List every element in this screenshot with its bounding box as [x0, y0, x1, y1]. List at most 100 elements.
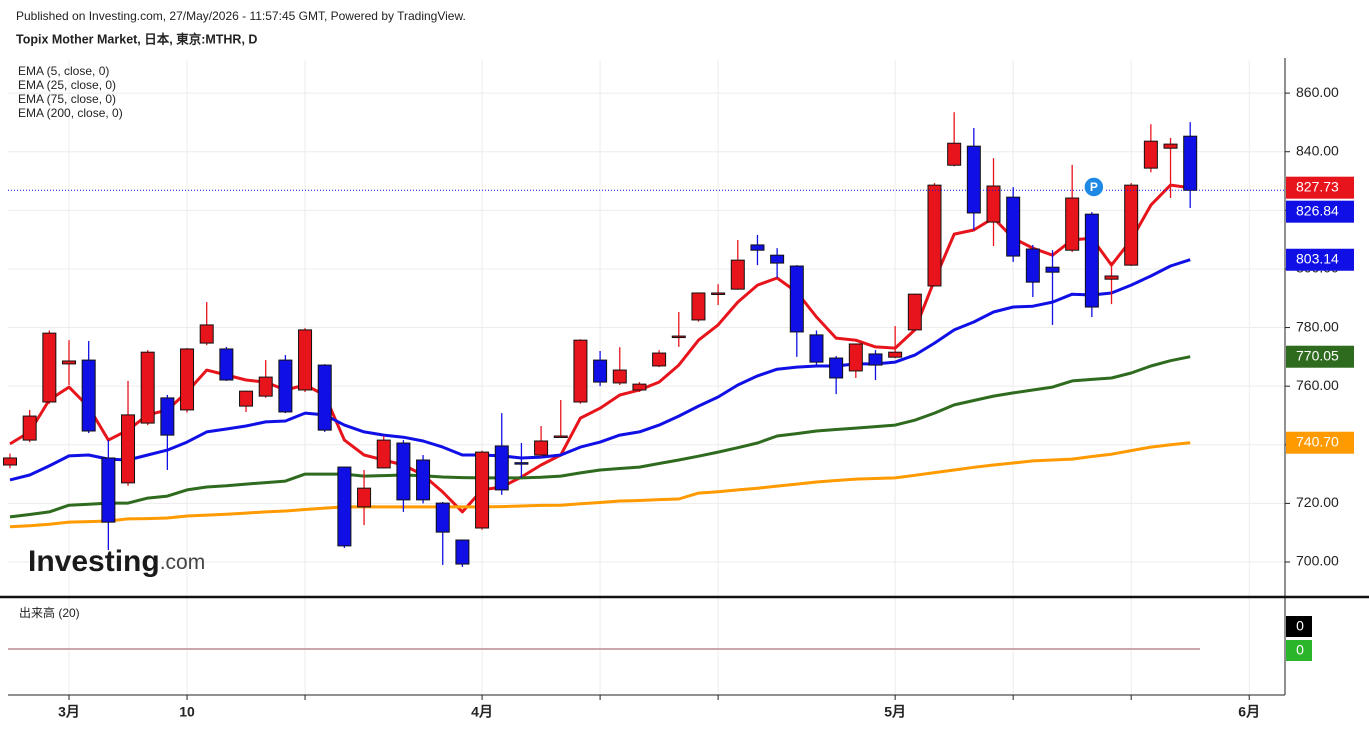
- y-tick-label: 840.00: [1296, 142, 1339, 158]
- candle-body: [868, 353, 883, 366]
- candle-body: [789, 265, 804, 333]
- candle: [534, 426, 549, 457]
- x-tick-label: 5月: [884, 704, 906, 720]
- candle-body: [1006, 196, 1021, 257]
- candle: [730, 239, 745, 290]
- candle: [357, 469, 372, 526]
- candle: [140, 350, 155, 426]
- candle: [514, 443, 529, 478]
- volume-title: 出来高 (20): [19, 605, 80, 620]
- candle: [160, 394, 175, 470]
- marks: P: [3, 112, 1285, 567]
- candle-body: [62, 360, 77, 365]
- watermark-main: Investing: [28, 545, 160, 578]
- candle-body: [1065, 197, 1080, 251]
- candle: [907, 293, 922, 331]
- candle-body: [298, 329, 313, 391]
- ema-line: [9, 441, 1191, 529]
- price-label-box: [1286, 200, 1354, 223]
- candle-body: [652, 352, 667, 367]
- candle-body: [239, 390, 254, 407]
- candle-body: [180, 348, 195, 411]
- candle-body: [121, 414, 136, 484]
- candle: [1025, 244, 1040, 298]
- price-label: 803.14: [1296, 250, 1339, 266]
- candle: [966, 127, 981, 230]
- candle-body: [219, 348, 234, 381]
- candle-body: [553, 435, 568, 438]
- y-tick-label: 760.00: [1296, 377, 1339, 393]
- candle: [1104, 261, 1119, 305]
- candle: [1065, 164, 1080, 252]
- candle-body: [1104, 275, 1119, 280]
- candle: [632, 382, 647, 393]
- volume-ma-label-box: [1286, 640, 1312, 661]
- volume-label-box: [1286, 616, 1312, 637]
- candle: [868, 350, 883, 381]
- candle: [101, 440, 116, 550]
- price-labels: 700.00720.00740.00760.00780.00800.00820.…: [58, 84, 1354, 720]
- candle-body: [593, 359, 608, 383]
- x-tick-label: 10: [179, 704, 195, 720]
- price-label-box: [1286, 176, 1354, 199]
- candle: [809, 330, 824, 366]
- published: Published on Investing.com, 27/May/2026 …: [16, 9, 466, 23]
- candle: [376, 435, 391, 469]
- candle: [1163, 137, 1178, 199]
- candle: [789, 265, 804, 357]
- candle-body: [986, 185, 1001, 223]
- candle-body: [612, 369, 627, 384]
- candle-body: [317, 364, 332, 431]
- watermark-suffix: .com: [160, 551, 206, 574]
- candle-body: [42, 332, 57, 403]
- candle-body: [691, 292, 706, 321]
- candle: [1084, 212, 1099, 318]
- candle: [1124, 183, 1139, 267]
- x-tick-label: 4月: [471, 704, 493, 720]
- candle: [1143, 124, 1158, 173]
- candle: [475, 450, 490, 530]
- candle-body: [376, 439, 391, 469]
- candle-body: [947, 142, 962, 166]
- candle: [22, 409, 37, 443]
- candle-body: [475, 451, 490, 529]
- candle: [455, 539, 470, 567]
- candle-body: [829, 357, 844, 379]
- candle-body: [711, 292, 726, 295]
- candle-body: [730, 259, 745, 290]
- candle: [1045, 250, 1060, 325]
- candle: [1006, 187, 1021, 262]
- candle-body: [357, 487, 372, 508]
- candle-body: [435, 502, 450, 533]
- chart-title: Topix Mother Market, 日本, 東京:MTHR, D: [16, 31, 257, 46]
- candle: [593, 351, 608, 387]
- x-tick-label: 6月: [1238, 704, 1260, 720]
- candle-body: [278, 359, 293, 413]
- candle-body: [396, 442, 411, 501]
- price-label: 740.70: [1296, 433, 1339, 449]
- candle-body: [160, 397, 175, 436]
- candle: [947, 112, 962, 167]
- ema-line: [9, 258, 1191, 482]
- candle: [396, 440, 411, 512]
- candle-body: [258, 376, 273, 397]
- candle: [199, 302, 214, 346]
- x-tick-label: 3月: [58, 704, 80, 720]
- candle-body: [494, 445, 509, 491]
- candle: [42, 330, 57, 404]
- candle-body: [907, 293, 922, 331]
- candle-body: [455, 539, 470, 565]
- candle-body: [22, 415, 37, 441]
- candle-body: [1084, 213, 1099, 308]
- candle: [298, 328, 313, 393]
- price-label-box: [1286, 248, 1354, 271]
- candle: [494, 413, 509, 495]
- price-label-box: [1286, 345, 1354, 368]
- ema-line: [9, 355, 1191, 519]
- legend-entry: EMA (5, close, 0): [18, 64, 109, 78]
- candle-body: [1025, 248, 1040, 283]
- candle-body: [770, 254, 785, 264]
- candle-body: [140, 351, 155, 424]
- y-tick-label: 860.00: [1296, 84, 1339, 100]
